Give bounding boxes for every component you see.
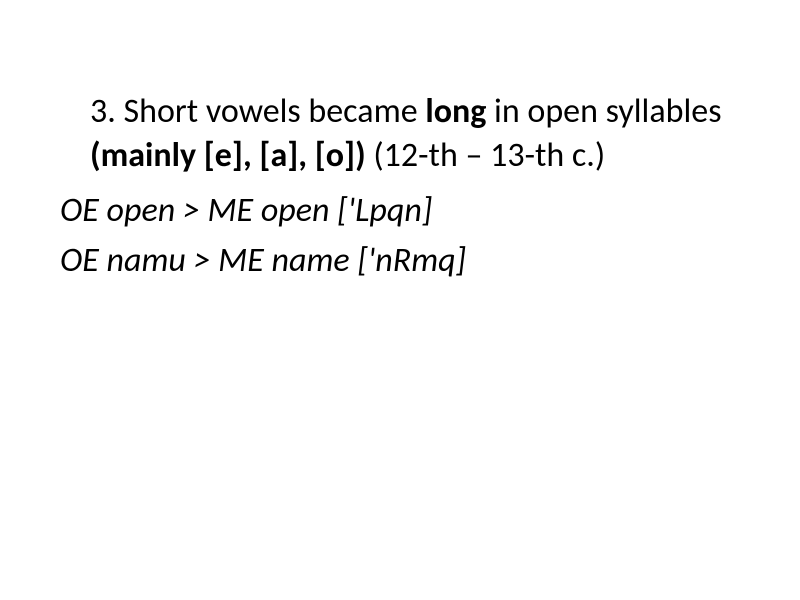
main-paragraph: 3. Short vowels became long in open syll… <box>60 90 740 178</box>
example2-prefix: OE namu > ME name [ <box>60 240 368 281</box>
text-part3: (12-th – 13-th c.) <box>366 135 606 176</box>
text-bold-long: long <box>425 91 486 132</box>
example2-ipa: 'nRmq <box>368 240 456 281</box>
item-number: 3. <box>90 91 116 132</box>
example-2: OE namu > ME name ['nRmq] <box>60 236 740 285</box>
example-1: OE open > ME open ['Lpqn] <box>60 186 740 235</box>
example1-prefix: OE open > ME open [ <box>60 190 348 231</box>
text-part1: Short vowels became <box>116 91 426 132</box>
slide-content: 3. Short vowels became long in open syll… <box>60 90 740 285</box>
text-part2: in open syllables <box>486 91 721 132</box>
example2-suffix: ] <box>456 240 466 281</box>
text-bold-vowels: (mainly [e], [a], [o]) <box>90 135 366 176</box>
example1-ipa: 'Lpqn <box>348 190 422 231</box>
example1-suffix: ] <box>422 190 432 231</box>
